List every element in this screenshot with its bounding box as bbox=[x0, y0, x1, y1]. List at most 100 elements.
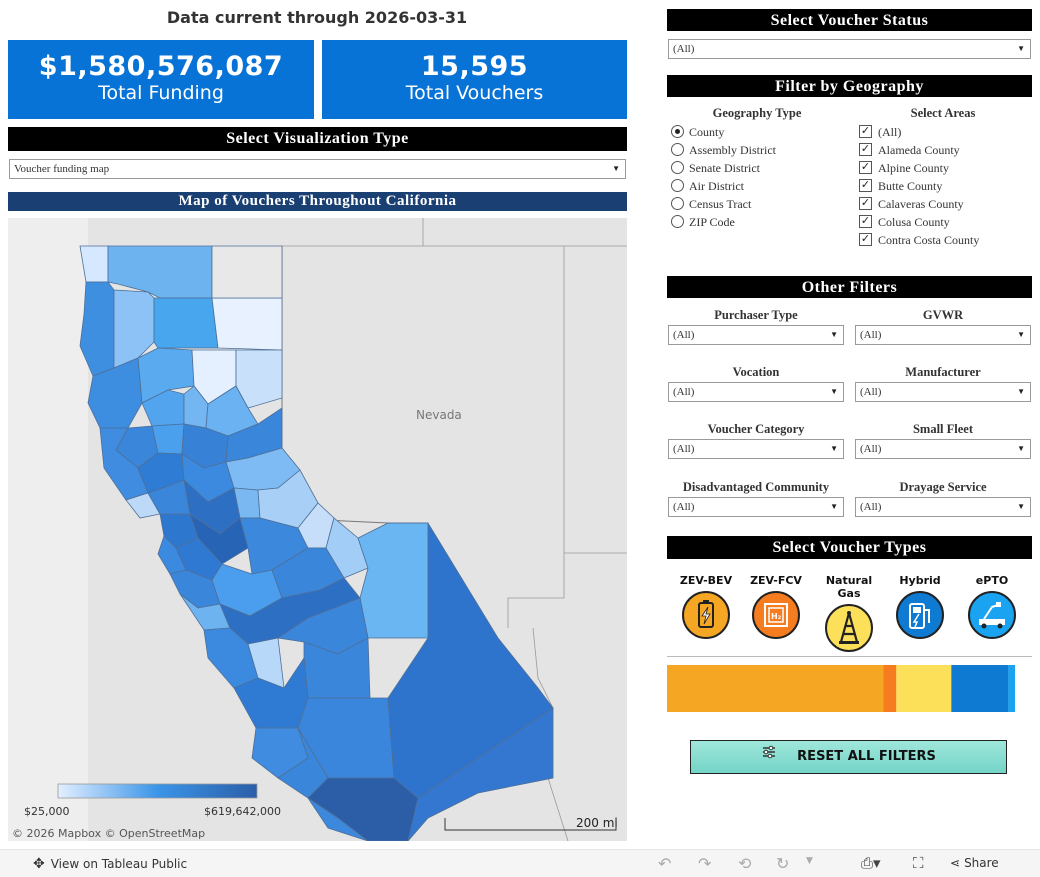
fullscreen-icon[interactable]: ⛶ bbox=[913, 854, 924, 872]
filter-label-purchaser-type: Purchaser Type bbox=[714, 308, 798, 322]
county-orange[interactable] bbox=[307, 797, 369, 841]
voucher-type-share-bar bbox=[667, 665, 1015, 712]
filter-label-voucher-category: Voucher Category bbox=[707, 422, 805, 436]
checkbox-checked[interactable]: ✓ bbox=[859, 179, 872, 192]
revert-icon[interactable]: ⟲ bbox=[738, 854, 752, 873]
refresh-icon[interactable]: ↻ bbox=[776, 854, 790, 873]
purchaser-type-select[interactable]: (All) ▼ bbox=[668, 325, 844, 345]
viz-type-select[interactable]: Voucher funding map ▼ bbox=[9, 159, 626, 179]
area-all[interactable]: ✓ (All) bbox=[859, 125, 902, 139]
share-icon: ⋖ bbox=[950, 856, 961, 870]
chevron-down-icon: ▼ bbox=[1017, 502, 1025, 511]
voucher-type-zev-fcv[interactable]: ZEV-FCV H₂ bbox=[745, 574, 807, 639]
battery-icon[interactable] bbox=[682, 591, 730, 639]
checkbox-checked[interactable]: ✓ bbox=[859, 233, 872, 246]
redo-icon[interactable]: ↷ bbox=[698, 854, 712, 873]
radio[interactable] bbox=[671, 143, 684, 156]
chevron-down-icon: ▼ bbox=[1017, 387, 1025, 396]
hybrid-fuel-icon[interactable] bbox=[896, 591, 944, 639]
geo-type-zip[interactable]: ZIP Code bbox=[671, 213, 851, 231]
gvwr-select[interactable]: (All) ▼ bbox=[855, 325, 1031, 345]
chevron-down-icon: ▼ bbox=[1017, 44, 1025, 53]
download-icon[interactable]: ⎙▾ bbox=[861, 854, 881, 872]
total-funding-value: $1,580,576,087 bbox=[38, 51, 284, 82]
viz-type-value: Voucher funding map bbox=[14, 163, 110, 175]
voucher-status-select[interactable]: (All) ▼ bbox=[668, 39, 1031, 59]
total-vouchers-value: 15,595 bbox=[420, 51, 529, 82]
chevron-down-icon: ▼ bbox=[830, 330, 838, 339]
geography-type-header: Geography Type bbox=[712, 106, 802, 120]
filter-label-small-fleet: Small Fleet bbox=[912, 422, 974, 436]
voucher-type-natural-gas[interactable]: Natural Gas bbox=[814, 574, 884, 652]
geography-type-list: County Assembly District Senate District… bbox=[671, 123, 851, 231]
county-shasta[interactable] bbox=[153, 297, 219, 349]
voucher-types-header: Select Voucher Types bbox=[667, 536, 1032, 559]
checkbox-checked[interactable]: ✓ bbox=[859, 143, 872, 156]
filter-label-vocation: Vocation bbox=[732, 365, 780, 379]
reset-all-filters-button[interactable]: RESET ALL FILTERS bbox=[690, 740, 1007, 774]
legend-max-label: $619,642,000 bbox=[204, 805, 281, 818]
area-calaveras[interactable]: ✓ Calaveras County bbox=[859, 197, 964, 211]
checkbox-checked[interactable]: ✓ bbox=[859, 197, 872, 210]
county-inyo[interactable] bbox=[357, 522, 429, 639]
voucher-category-select[interactable]: (All) ▼ bbox=[668, 439, 844, 459]
filter-label-manufacturer: Manufacturer bbox=[905, 365, 981, 379]
other-filters-header: Other Filters bbox=[667, 276, 1032, 298]
radio[interactable] bbox=[671, 161, 684, 174]
area-butte[interactable]: ✓ Butte County bbox=[859, 179, 943, 193]
divider bbox=[667, 656, 1032, 657]
radio[interactable] bbox=[671, 215, 684, 228]
radio-selected[interactable] bbox=[671, 125, 684, 138]
county-sierra[interactable] bbox=[235, 349, 283, 409]
map-canvas[interactable]: Nevada bbox=[8, 218, 627, 841]
share-segment-zev-bev[interactable] bbox=[667, 665, 884, 712]
undo-icon[interactable]: ↶ bbox=[658, 854, 672, 873]
area-contra-costa[interactable]: ✓ Contra Costa County bbox=[859, 233, 980, 247]
county-ventura[interactable] bbox=[277, 727, 329, 799]
view-on-tableau-link[interactable]: ✥ View on Tableau Public bbox=[33, 856, 188, 872]
area-colusa[interactable]: ✓ Colusa County bbox=[859, 215, 950, 229]
share-segment-hybrid[interactable] bbox=[951, 665, 1009, 712]
checkbox-checked[interactable]: ✓ bbox=[859, 215, 872, 228]
voucher-type-zev-bev[interactable]: ZEV-BEV bbox=[675, 574, 737, 639]
area-alpine[interactable]: ✓ Alpine County bbox=[859, 161, 949, 175]
select-areas-list: ✓ (All) ✓ Alameda County ✓ Alpine County ✓ B… bbox=[859, 123, 1031, 249]
county-lassen[interactable] bbox=[211, 297, 283, 351]
total-funding-label: Total Funding bbox=[98, 82, 224, 104]
share-segment-epto[interactable] bbox=[1008, 665, 1015, 712]
share-segment-natural-gas[interactable] bbox=[896, 665, 952, 712]
geo-type-assembly[interactable]: Assembly District bbox=[671, 141, 851, 159]
county-modoc-blank bbox=[211, 245, 283, 299]
bucket-truck-icon[interactable] bbox=[968, 591, 1016, 639]
vocation-select[interactable]: (All) ▼ bbox=[668, 382, 844, 402]
share-segment-zev-fcv[interactable] bbox=[883, 665, 897, 712]
drayage-select[interactable]: (All) ▼ bbox=[855, 497, 1031, 517]
geo-type-county[interactable]: County bbox=[671, 123, 851, 141]
checkbox-checked[interactable]: ✓ bbox=[859, 161, 872, 174]
voucher-type-hybrid[interactable]: Hybrid bbox=[889, 574, 951, 639]
geography-header: Filter by Geography bbox=[667, 75, 1032, 97]
geo-type-air[interactable]: Air District bbox=[671, 177, 851, 195]
share-button[interactable]: ⋖ Share bbox=[950, 856, 999, 870]
voucher-type-epto[interactable]: ePTO bbox=[961, 574, 1023, 639]
county-layer[interactable] bbox=[79, 245, 554, 841]
manufacturer-select[interactable]: (All) ▼ bbox=[855, 382, 1031, 402]
area-alameda[interactable]: ✓ Alameda County bbox=[859, 143, 960, 157]
county-riverside[interactable] bbox=[407, 707, 554, 841]
disadvantaged-select[interactable]: (All) ▼ bbox=[668, 497, 844, 517]
chevron-down-icon: ▼ bbox=[1017, 330, 1025, 339]
small-fleet-select[interactable]: (All) ▼ bbox=[855, 439, 1031, 459]
tableau-footer: ✥ View on Tableau Public ↶ ↷ ⟲ ↻ ▼ ⎙▾ ⛶ ⋖… bbox=[0, 849, 1040, 877]
gas-derrick-icon[interactable] bbox=[825, 604, 873, 652]
checkbox-checked[interactable]: ✓ bbox=[859, 125, 872, 138]
county-mendocino[interactable] bbox=[87, 357, 143, 429]
radio[interactable] bbox=[671, 197, 684, 210]
refresh-menu-chevron-icon[interactable]: ▼ bbox=[806, 856, 813, 866]
map-attribution: © 2026 Mapbox © OpenStreetMap bbox=[12, 827, 205, 840]
radio[interactable] bbox=[671, 179, 684, 192]
sliders-icon bbox=[761, 741, 777, 773]
geo-type-census[interactable]: Census Tract bbox=[671, 195, 851, 213]
geo-type-senate[interactable]: Senate District bbox=[671, 159, 851, 177]
california-voucher-map[interactable]: Nevada bbox=[8, 218, 627, 841]
hydrogen-icon[interactable]: H₂ bbox=[752, 591, 800, 639]
